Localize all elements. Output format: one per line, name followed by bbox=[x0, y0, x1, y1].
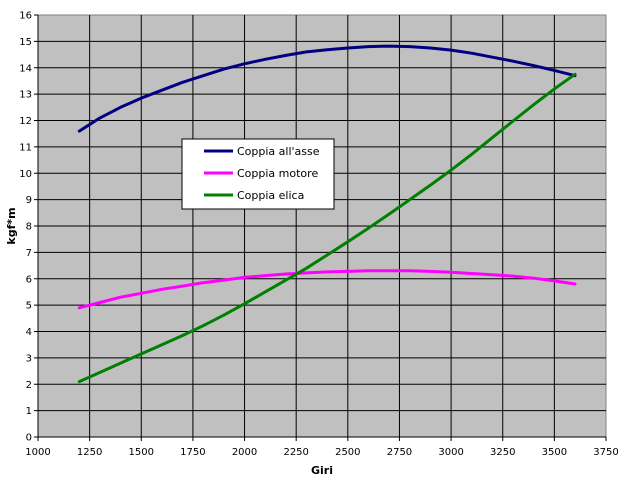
x-tick-label: 1500 bbox=[129, 447, 154, 458]
x-tick-label: 3250 bbox=[490, 447, 515, 458]
legend-label-coppia-motore: Coppia motore bbox=[237, 167, 318, 180]
y-tick-label: 12 bbox=[19, 116, 32, 127]
x-tick-label: 2250 bbox=[283, 447, 308, 458]
x-tick-label: 3750 bbox=[593, 447, 618, 458]
legend-label-coppia-elica: Coppia elica bbox=[237, 189, 304, 202]
series-line-coppia-asse[interactable] bbox=[77, 44, 577, 133]
x-tick-label: 1250 bbox=[77, 447, 102, 458]
y-tick-label: 14 bbox=[19, 63, 32, 74]
series-line-coppia-elica[interactable] bbox=[77, 72, 577, 384]
y-tick-label: 8 bbox=[26, 222, 32, 233]
y-tick-label: 1 bbox=[26, 406, 32, 417]
x-tick-label: 1000 bbox=[25, 447, 50, 458]
y-tick-label: 11 bbox=[19, 142, 32, 153]
legend[interactable]: Coppia all'asse Coppia motore Coppia eli… bbox=[181, 138, 335, 210]
series-line-coppia-motore[interactable] bbox=[77, 269, 577, 310]
x-axis-title: Giri bbox=[311, 464, 333, 477]
y-tick-label: 16 bbox=[19, 11, 32, 22]
y-tick-label: 5 bbox=[26, 301, 32, 312]
x-tick-label: 1750 bbox=[180, 447, 205, 458]
x-tick-label: 3000 bbox=[438, 447, 463, 458]
x-tick-label: 2000 bbox=[232, 447, 257, 458]
y-tick-label: 2 bbox=[26, 380, 32, 391]
y-tick-label: 4 bbox=[26, 327, 32, 338]
y-tick-label: 9 bbox=[26, 195, 32, 206]
x-tick-label: 2750 bbox=[387, 447, 412, 458]
y-tick-label: 0 bbox=[26, 433, 32, 444]
y-tick-label: 10 bbox=[19, 169, 32, 180]
y-axis-title: kgf*m bbox=[5, 207, 18, 244]
y-tick-label: 15 bbox=[19, 37, 32, 48]
series-lines bbox=[77, 44, 577, 384]
y-tick-label: 13 bbox=[19, 90, 32, 101]
y-tick-label: 7 bbox=[26, 248, 32, 259]
x-tick-label: 3500 bbox=[542, 447, 567, 458]
grid bbox=[38, 15, 606, 437]
legend-label-coppia-asse: Coppia all'asse bbox=[237, 145, 320, 158]
y-tick-label: 6 bbox=[26, 274, 32, 285]
x-tick-label: 2500 bbox=[335, 447, 360, 458]
y-tick-label: 3 bbox=[26, 353, 32, 364]
